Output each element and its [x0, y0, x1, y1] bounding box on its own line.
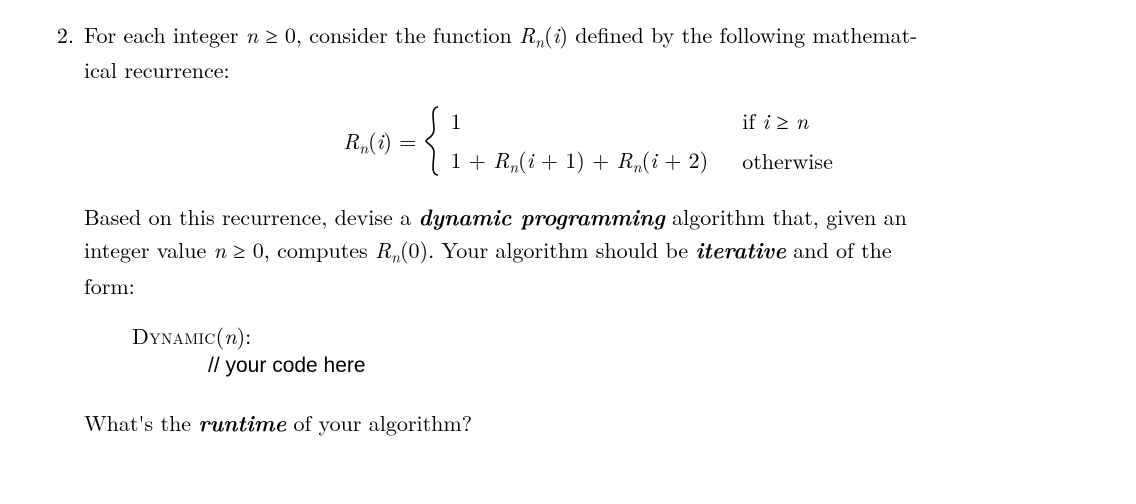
pseudocode-line: Dynamic(n):: [132, 320, 1092, 352]
keyword-iterative: iterative: [695, 233, 785, 265]
text: For each integer: [84, 19, 246, 50]
text: otherwise: [742, 145, 833, 176]
text: Based on this recurrence, devise a: [84, 201, 418, 232]
close-paren: ):: [237, 320, 252, 351]
equation-lhs: Rn(i) =: [343, 124, 422, 159]
fn-name: Dynamic: [132, 320, 216, 351]
open-paren: (: [216, 320, 225, 351]
sub-n: n: [391, 245, 400, 268]
equation: Rn(i) = 1 if i ≥ n: [343, 104, 833, 178]
text: form:: [84, 270, 135, 301]
equation-cases: 1 if i ≥ n 1 + Rn(i + 1) + Rn(i + 2) oth…: [450, 104, 832, 178]
sub-n: n: [509, 155, 518, 178]
case-value: 1: [450, 104, 708, 137]
text: 1 +: [450, 144, 493, 175]
problem-number: 2.: [44, 18, 84, 51]
text: integer value: [84, 234, 214, 265]
open-paren: (: [368, 125, 377, 156]
fn-R: R: [617, 144, 633, 175]
case-condition: otherwise: [742, 144, 833, 177]
text: + 1) +: [534, 144, 617, 175]
var-n: n: [224, 320, 236, 351]
text: algorithm that, given an: [665, 201, 907, 232]
pseudocode-line: // your code here: [132, 351, 1092, 381]
open-paren: (: [544, 19, 553, 50]
var-n: n: [246, 19, 258, 50]
problem: 2. For each integer n ≥ 0, consider the …: [44, 18, 1092, 457]
fn-R: R: [375, 234, 391, 265]
equation-block: Rn(i) = 1 if i ≥ n: [84, 104, 1092, 178]
text: ical recurrence:: [84, 54, 230, 85]
sub-n: n: [633, 155, 642, 178]
open-paren: (: [642, 144, 651, 175]
case-value: 1 + Rn(i + 1) + Rn(i + 2): [450, 143, 708, 178]
var-n: n: [214, 234, 226, 265]
task-paragraph: Based on this recurrence, devise a dynam…: [84, 200, 1092, 301]
text: if: [742, 105, 762, 136]
intro-paragraph: For each integer n ≥ 0, consider the fun…: [84, 18, 1092, 86]
text: + 2): [657, 144, 708, 175]
fn-R: R: [519, 19, 535, 50]
text: ≥ 0, computes: [226, 234, 375, 265]
page: 2. For each integer n ≥ 0, consider the …: [0, 0, 1136, 504]
open-paren: (: [518, 144, 527, 175]
keyword-dynamic-programming: dynamic programming: [418, 200, 664, 232]
case-condition: if i ≥ n: [742, 104, 833, 137]
text: of your algorithm?: [286, 407, 472, 438]
var-i: i: [650, 144, 657, 175]
rel: ≥: [769, 105, 796, 136]
pseudocode-block: Dynamic(n): // your code here: [132, 320, 1092, 382]
text: ≥ 0, consider the function: [258, 19, 519, 50]
text: and of the: [786, 234, 892, 265]
brace-icon: [422, 105, 450, 177]
var-n: n: [796, 105, 808, 136]
fn-R: R: [343, 125, 359, 156]
text: (0).: [400, 234, 442, 265]
sub-n: n: [359, 135, 368, 158]
text: What's the: [84, 407, 198, 438]
sub-n: n: [535, 29, 544, 52]
text: defined by the following mathemat-: [568, 19, 918, 50]
close-paren: ): [559, 19, 568, 50]
text: 1: [450, 105, 461, 136]
keyword-runtime: runtime: [198, 406, 286, 438]
fn-R: R: [493, 144, 509, 175]
var-i: i: [527, 144, 534, 175]
problem-body: For each integer n ≥ 0, consider the fun…: [84, 18, 1092, 457]
text: Your algorithm should be: [442, 234, 696, 265]
runtime-paragraph: What's the runtime of your algorithm?: [84, 406, 1092, 439]
eq-sign: ) =: [383, 125, 416, 156]
comment: // your code here: [208, 354, 366, 377]
